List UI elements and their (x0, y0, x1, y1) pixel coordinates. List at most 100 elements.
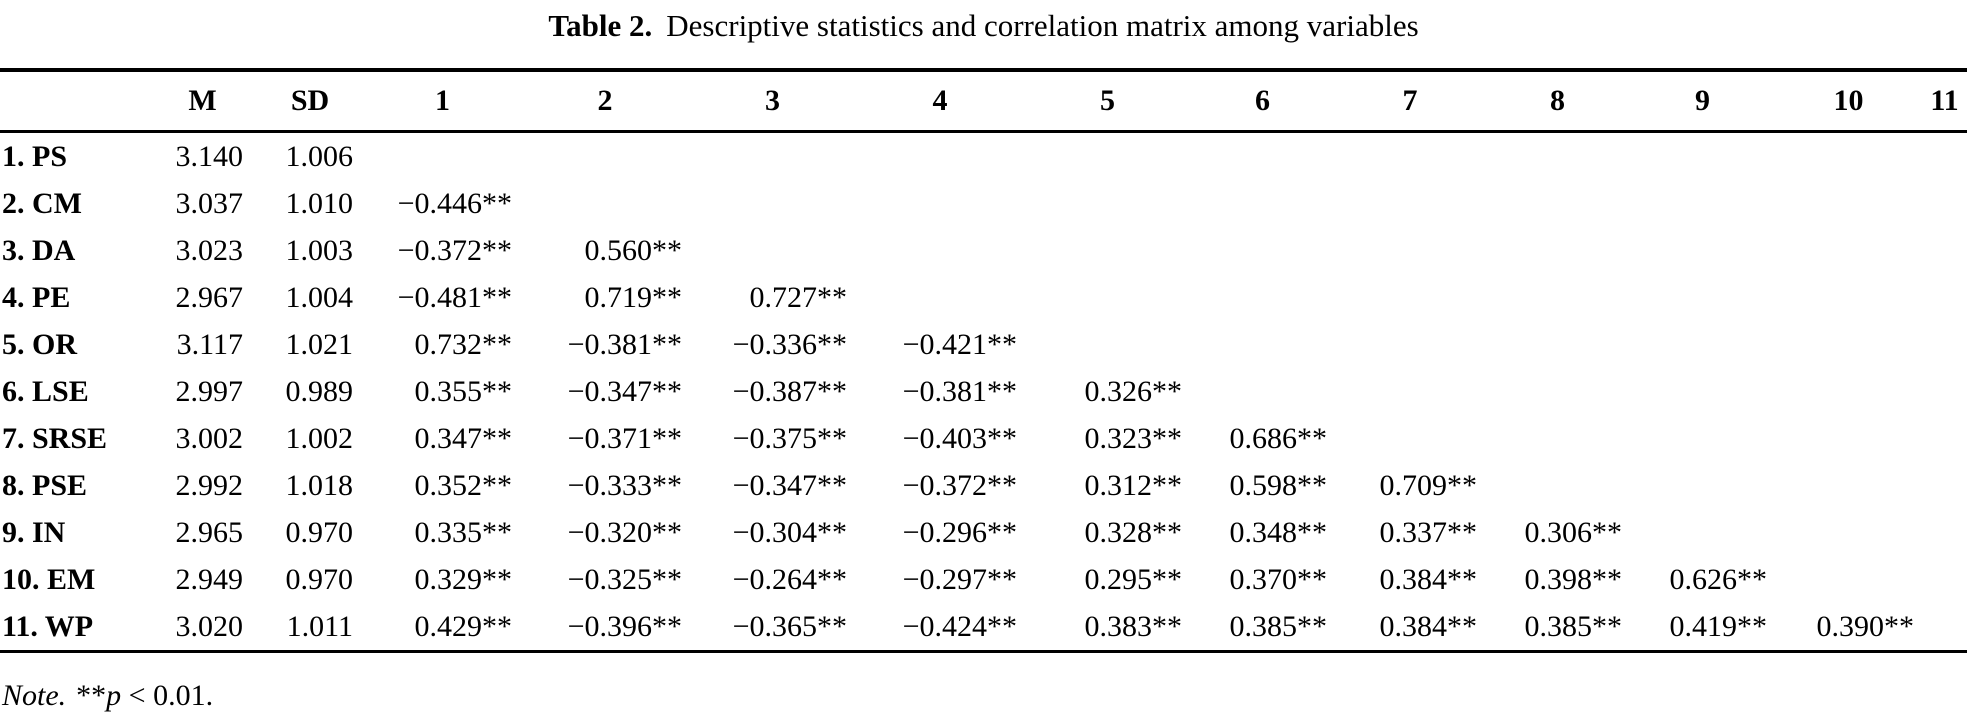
correlation-value (1190, 227, 1335, 274)
correlation-value (1190, 180, 1335, 227)
table-title-text: Descriptive statistics and correlation m… (666, 8, 1419, 43)
header-row: M SD 1 2 3 4 5 6 7 8 9 10 11 (0, 70, 1967, 133)
correlation-value: 0.326** (1084, 374, 1183, 408)
correlation-value: −0.333** (567, 468, 682, 502)
correlation-value: 0.390** (1816, 609, 1915, 643)
sd-value: 1.011 (286, 609, 353, 643)
correlation-value (1025, 321, 1190, 368)
correlation-value: −0.381** (902, 374, 1017, 408)
correlation-value: 0.347** (414, 421, 513, 455)
correlation-value (1922, 556, 1967, 603)
note-p-symbol: p (106, 679, 122, 712)
correlation-value (1485, 227, 1630, 274)
correlation-value: −0.325** (567, 562, 682, 596)
correlation-value: 0.626** (1669, 562, 1768, 596)
sd-value: 0.970 (285, 562, 354, 596)
correlation-value: 0.384** (1379, 609, 1478, 643)
table-row: 10. EM 2.949 0.970 0.329** −0.325** −0.264** −… (0, 556, 1967, 603)
correlation-value: 0.560** (584, 233, 683, 267)
correlation-value: 0.398** (1524, 562, 1623, 596)
correlation-value (1025, 180, 1190, 227)
header-cell-7: 7 (1335, 70, 1485, 133)
table-body: 1. PS 3.140 1.006 2. CM 3.037 1.010 −0.446** 3.… (0, 132, 1967, 652)
correlation-value: −0.403** (902, 421, 1017, 455)
sd-value: 1.006 (285, 139, 354, 173)
correlation-value: −0.347** (732, 468, 847, 502)
correlation-value: 0.598** (1229, 468, 1328, 502)
correlation-value (1922, 274, 1967, 321)
correlation-value (1335, 368, 1485, 415)
table-row: 8. PSE 2.992 1.018 0.352** −0.333** −0.347** −… (0, 462, 1967, 509)
correlation-value (1485, 321, 1630, 368)
row-label: 8. PSE (2, 468, 88, 502)
sd-value: 1.018 (285, 468, 354, 502)
correlation-value (1922, 603, 1967, 652)
row-label: 6. LSE (2, 374, 89, 408)
correlation-value: −0.396** (567, 609, 682, 643)
table-title: Table 2. Descriptive statistics and corre… (0, 0, 1967, 46)
correlation-value (1630, 462, 1775, 509)
correlation-value (1335, 415, 1485, 462)
correlation-value: 0.335** (414, 515, 513, 549)
correlation-value (690, 227, 855, 274)
correlation-value: −0.371** (567, 421, 682, 455)
correlation-value: 0.732** (414, 327, 513, 361)
correlation-value (1335, 274, 1485, 321)
row-label: 9. IN (2, 515, 66, 549)
correlation-value (1630, 274, 1775, 321)
correlation-value (1775, 509, 1922, 556)
correlation-value (1630, 180, 1775, 227)
table-row: 4. PE 2.967 1.004 −0.481** 0.719** 0.727** (0, 274, 1967, 321)
correlation-value (1485, 462, 1630, 509)
mean-value: 2.997 (175, 374, 244, 408)
correlation-value (1922, 462, 1967, 509)
header-cell-4: 4 (855, 70, 1025, 133)
note-significance-stars: ** (76, 679, 107, 712)
correlation-value (1630, 368, 1775, 415)
correlation-value: −0.365** (732, 609, 847, 643)
correlation-value: 0.328** (1084, 515, 1183, 549)
mean-value: 3.020 (175, 609, 244, 643)
correlation-value (365, 132, 520, 181)
correlation-value (1335, 180, 1485, 227)
correlation-value (1922, 509, 1967, 556)
correlation-value (1335, 132, 1485, 181)
correlation-value: 0.686** (1229, 421, 1328, 455)
sd-value: 1.010 (285, 186, 354, 220)
table-row: 11. WP 3.020 1.011 0.429** −0.396** −0.365** −… (0, 603, 1967, 652)
correlation-value: −0.421** (902, 327, 1017, 361)
correlation-value: −0.372** (397, 233, 512, 267)
table-note: Note. **p < 0.01. (0, 679, 1967, 713)
correlation-value (1335, 227, 1485, 274)
correlation-value (1630, 415, 1775, 462)
correlation-value (1775, 368, 1922, 415)
correlation-value: 0.295** (1084, 562, 1183, 596)
correlation-value: −0.375** (732, 421, 847, 455)
correlation-value (855, 227, 1025, 274)
correlation-value: 0.419** (1669, 609, 1768, 643)
correlation-value (1025, 274, 1190, 321)
correlation-value (1190, 274, 1335, 321)
correlation-value: −0.424** (902, 609, 1017, 643)
row-label: 10. EM (2, 562, 96, 596)
sd-value: 1.003 (285, 233, 354, 267)
header-cell-9: 9 (1630, 70, 1775, 133)
correlation-value (1485, 415, 1630, 462)
sd-value: 1.021 (285, 327, 354, 361)
correlation-value (520, 132, 690, 181)
correlation-value: 0.329** (414, 562, 513, 596)
note-threshold: < 0.01. (121, 679, 214, 712)
header-cell-10: 10 (1775, 70, 1922, 133)
correlation-value (1775, 180, 1922, 227)
correlation-value (1335, 321, 1485, 368)
mean-value: 3.140 (175, 139, 244, 173)
correlation-value: −0.481** (397, 280, 512, 314)
table-row: 7. SRSE 3.002 1.002 0.347** −0.371** −0.375**… (0, 415, 1967, 462)
correlation-value (855, 132, 1025, 181)
correlation-value (1190, 321, 1335, 368)
correlation-value: 0.385** (1229, 609, 1328, 643)
table-row: 1. PS 3.140 1.006 (0, 132, 1967, 181)
correlation-value (1630, 509, 1775, 556)
correlation-value (1190, 368, 1335, 415)
header-cell-5: 5 (1025, 70, 1190, 133)
